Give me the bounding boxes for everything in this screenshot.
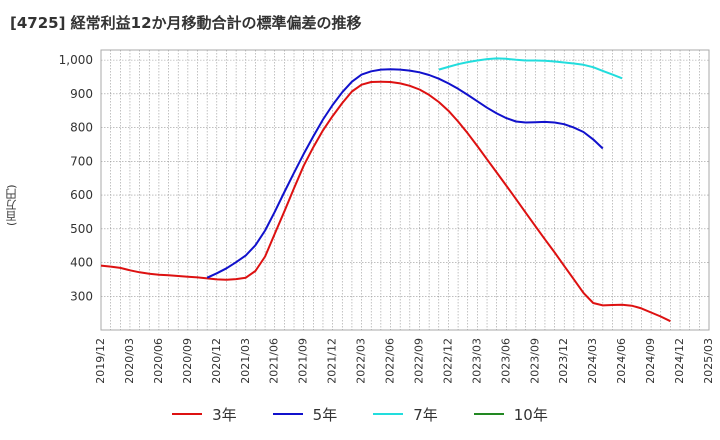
x-tick-label: 2020/12 [210,338,223,384]
y-tick-label: 700 [70,154,93,168]
x-tick-label: 2022/06 [384,338,397,384]
x-tick-label: 2024/06 [615,338,628,384]
legend-swatch [172,413,203,415]
legend-item: 7年 [373,404,438,425]
legend-item: 3年 [172,404,237,425]
x-tick-label: 2024/03 [586,338,599,384]
x-tick-label: 2023/06 [499,338,512,384]
legend-swatch [473,413,504,415]
series-line-5年 [206,68,604,279]
y-tick-label: 900 [70,87,93,101]
legend-label: 3年 [212,405,237,424]
legend: 3年 5年 7年 10年 [0,402,720,426]
x-tick-label: 2021/09 [297,338,310,384]
legend-item: 5年 [272,404,338,425]
x-tick-labels: 2019/12 2020/03 2020/06 2020/09 2020/12 2021/… [94,338,715,384]
x-tick-label: 2021/12 [326,338,339,384]
series-line-3年 [100,80,671,323]
legend-swatch [373,413,404,415]
y-tick-label: 500 [70,222,93,236]
x-tick-label: 2023/12 [557,338,570,384]
y-tick-labels: 300 400 500 600 700 800 900 1,000 [59,53,93,303]
plot-frame [100,49,710,331]
y-tick-label: 400 [70,256,93,270]
x-tick-label: 2019/12 [94,338,107,384]
x-tick-label: 2022/09 [412,338,425,384]
x-tick-label: 2020/09 [181,338,194,384]
legend-item: 10年 [473,404,548,425]
series-line-7年 [438,57,623,80]
y-tick-label: 800 [70,121,93,135]
series-lines [100,57,671,323]
x-tick-label: 2022/12 [441,338,454,384]
y-tick-label: 300 [70,289,93,303]
y-tick-label: 1,000 [59,53,93,67]
x-tick-label: 2021/06 [268,338,281,384]
x-tick-label: 2021/03 [239,338,252,384]
x-tick-label: 2020/03 [123,338,136,384]
x-tick-label: 2023/03 [470,338,483,384]
legend-swatch [272,413,303,415]
legend-label: 7年 [413,405,438,424]
x-tick-label: 2025/03 [702,338,715,384]
chart-title: [4725] 経常利益12か月移動合計の標準偏差の推移 [10,14,362,32]
y-tick-label: 600 [70,188,93,202]
x-tick-label: 2022/03 [355,338,368,384]
x-tick-label: 2024/12 [673,338,686,384]
x-tick-label: 2020/06 [152,338,165,384]
x-tick-label: 2024/09 [644,338,657,384]
legend-label: 10年 [513,405,548,424]
grid-lines [101,50,709,330]
legend-label: 5年 [312,405,338,424]
x-tick-label: 2023/09 [528,338,541,384]
